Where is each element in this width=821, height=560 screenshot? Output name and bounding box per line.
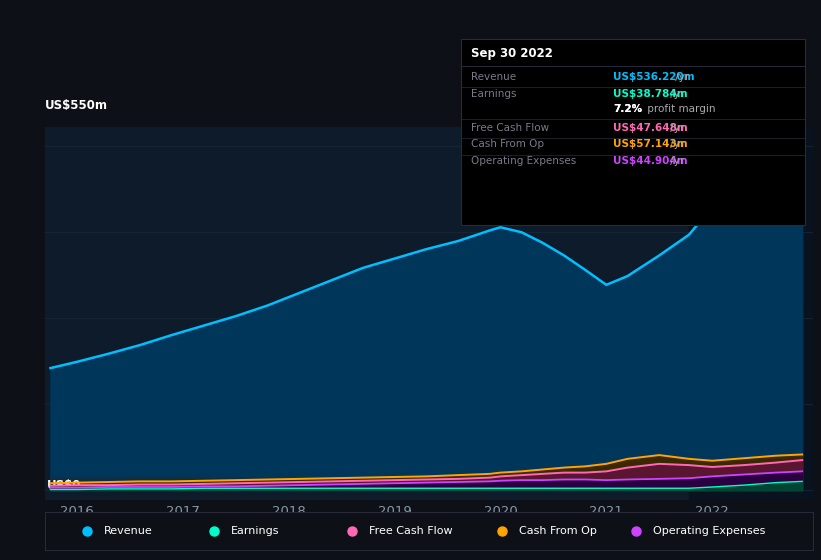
- Text: US$536.220m: US$536.220m: [613, 72, 695, 82]
- Text: US$57.143m: US$57.143m: [613, 139, 688, 150]
- Text: 7.2%: 7.2%: [613, 104, 642, 114]
- Text: 7.2%: 7.2%: [613, 104, 642, 114]
- Text: Earnings: Earnings: [471, 89, 516, 99]
- Text: /yr: /yr: [667, 89, 684, 99]
- Bar: [689, 127, 813, 500]
- Text: profit margin: profit margin: [644, 104, 716, 114]
- Text: Operating Expenses: Operating Expenses: [471, 156, 576, 166]
- Text: Operating Expenses: Operating Expenses: [654, 526, 765, 536]
- Text: /yr: /yr: [667, 156, 684, 166]
- Text: Cash From Op: Cash From Op: [519, 526, 597, 536]
- Text: Free Cash Flow: Free Cash Flow: [471, 123, 549, 133]
- Text: US$47.648m: US$47.648m: [613, 123, 688, 133]
- Text: /yr: /yr: [667, 139, 684, 150]
- Text: Earnings: Earnings: [231, 526, 279, 536]
- Text: Cash From Op: Cash From Op: [471, 139, 544, 150]
- Text: Revenue: Revenue: [471, 72, 516, 82]
- Text: Free Cash Flow: Free Cash Flow: [369, 526, 452, 536]
- Text: Sep 30 2022: Sep 30 2022: [471, 47, 553, 60]
- Text: US$44.904m: US$44.904m: [613, 156, 688, 166]
- Text: /yr: /yr: [667, 123, 684, 133]
- Text: US$0: US$0: [47, 479, 81, 492]
- Text: Revenue: Revenue: [104, 526, 153, 536]
- Text: US$550m: US$550m: [45, 99, 108, 112]
- Text: US$38.784m: US$38.784m: [613, 89, 688, 99]
- Text: /yr: /yr: [672, 72, 690, 82]
